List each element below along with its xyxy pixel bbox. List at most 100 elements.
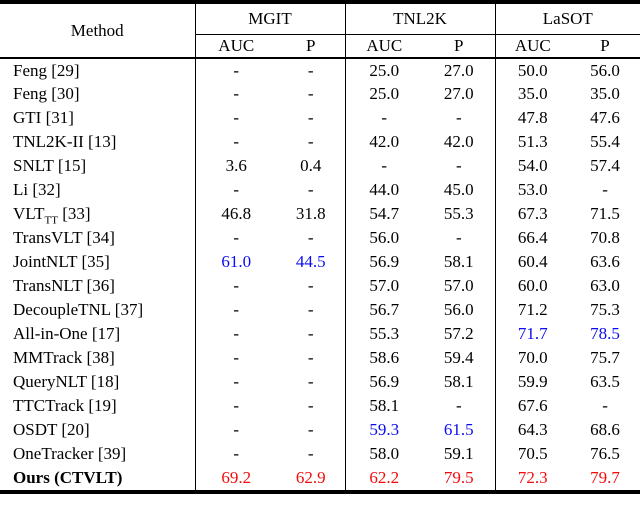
value-cell: 58.6 [344,346,424,370]
group-header-mgit: MGIT [194,4,346,35]
value-cell: - [455,108,462,127]
value-cell: 66.4 [494,226,571,250]
value-cell: 25.0 [344,58,424,82]
table-body: Feng [29] - -25.0 27.0 50.0 56.0 Feng [30] - -25… [0,58,640,490]
tnl2k-auc-header: AUC [344,34,424,59]
value-cell: 59.3 [344,418,424,442]
value-cell: - [194,298,277,322]
method-column-header: Method [0,4,195,59]
value-cell: 55.3 [344,322,424,346]
value-cell: - [307,444,314,463]
table-row: Ours (CTVLT) 69.2 62.9 62.2 79.5 72.3 79.7 [0,466,640,490]
value-cell: 3.6 [194,154,277,178]
value-cell: 47.6 [590,108,620,127]
value-cell: - [194,442,277,466]
value-cell: 62.2 [344,466,424,490]
value-cell: 63.5 [590,372,620,391]
value-cell: - [194,58,277,82]
value-cell: 56.7 [344,298,424,322]
header-metric-row: AUC P AUC P AUC P [0,34,640,59]
value-cell: 51.3 [494,130,571,154]
value-cell: 54.0 [494,154,571,178]
table-row: Feng [29] - - 25.0 27.0 50.0 56.0 [0,58,640,82]
method-subscript: TT [44,214,58,227]
benchmark-table: Method MGIT TNL2K LaSOT AUC P AUC P AUC … [0,4,640,490]
value-cell: 70.0 [494,346,571,370]
value-cell: 69.2 [194,466,277,490]
value-cell: 56.9 [344,250,424,274]
table-row: QueryNLT [18] - - 56.9 58.1 59.9 63.5 [0,370,640,394]
value-cell: - [307,228,314,247]
lasot-auc-header: AUC [494,34,571,59]
method-cell: MMTrack [38] [13,348,115,367]
value-cell: - [307,108,314,127]
value-cell: 56.9 [344,370,424,394]
value-cell: 59.1 [443,444,474,463]
lasot-p-header: P [570,34,640,59]
method-cell: Feng [30] [13,84,80,103]
mgit-p-header: P [277,34,346,59]
value-cell: - [307,60,314,80]
method-cell: QueryNLT [18] [13,372,120,391]
method-cell: Feng [29] [13,60,80,80]
value-cell: 46.8 [194,202,277,226]
value-cell: 60.0 [494,274,571,298]
table-row: TransVLT [34] - - 56.0 - 66.4 70.8 [0,226,640,250]
value-cell: 31.8 [295,204,326,223]
value-cell: 70.8 [590,228,620,247]
value-cell: - [602,396,608,415]
group-header-tnl2k: TNL2K [344,4,496,35]
table-row: TTCTrack [19] - - 58.1 - 67.6 - [0,394,640,418]
value-cell: 68.6 [590,420,620,439]
value-cell: 79.7 [590,468,620,487]
method-cell: GTI [31] [13,108,74,127]
table-row: GTI [31] - - - - 47.8 47.6 [0,106,640,130]
header-group-row: Method MGIT TNL2K LaSOT [0,4,640,59]
value-cell: 71.7 [494,322,571,346]
value-cell: - [455,228,462,247]
value-cell: 35.0 [590,84,620,103]
value-cell: 42.0 [344,130,424,154]
value-cell: - [307,372,314,391]
value-cell: 79.5 [443,468,474,487]
table-row: SNLT [15] 3.6 0.4 - - 54.0 57.4 [0,154,640,178]
value-cell: 35.0 [494,82,571,106]
value-cell: 63.0 [590,276,620,295]
value-cell: - [344,154,424,178]
value-cell: 44.0 [344,178,424,202]
value-cell: - [307,300,314,319]
table-row: MMTrack [38] - - 58.6 59.4 70.0 75.7 [0,346,640,370]
value-cell: 45.0 [443,180,474,199]
value-cell: 53.0 [494,178,571,202]
table-row: TNL2K-II [13] - - 42.0 42.0 51.3 55.4 [0,130,640,154]
value-cell: 56.0 [590,60,620,80]
value-cell: 67.3 [494,202,571,226]
value-cell: - [307,420,314,439]
value-cell: 27.0 [443,84,474,103]
table-row: OSDT [20] - - 59.3 61.5 64.3 68.6 [0,418,640,442]
value-cell: 47.8 [494,106,571,130]
method-cell: TTCTrack [19] [13,396,117,415]
value-cell: 71.2 [494,298,571,322]
value-cell: 78.5 [590,324,620,343]
value-cell: 56.0 [443,300,474,319]
value-cell: - [344,106,424,130]
value-cell: 25.0 [344,82,424,106]
method-cell: Ours (CTVLT) [13,468,123,487]
value-cell: - [194,130,277,154]
value-cell: 67.6 [494,394,571,418]
value-cell: 58.1 [443,372,474,391]
method-cell: OSDT [20] [13,420,90,439]
table-row: DecoupleTNL [37] - - 56.7 56.0 71.2 75.3 [0,298,640,322]
value-cell: 58.1 [344,394,424,418]
value-cell: - [307,84,314,103]
table-row: Feng [30] - - 25.0 27.0 35.0 35.0 [0,82,640,106]
table-bottom-rule [0,490,640,494]
value-cell: 57.0 [443,276,474,295]
value-cell: 0.4 [300,156,322,175]
value-cell: 64.3 [494,418,571,442]
method-cell: TransVLT [34] [13,228,115,247]
results-table: Method MGIT TNL2K LaSOT AUC P AUC P AUC … [0,0,640,494]
value-cell: 55.3 [443,204,474,223]
value-cell: 63.6 [590,252,620,271]
